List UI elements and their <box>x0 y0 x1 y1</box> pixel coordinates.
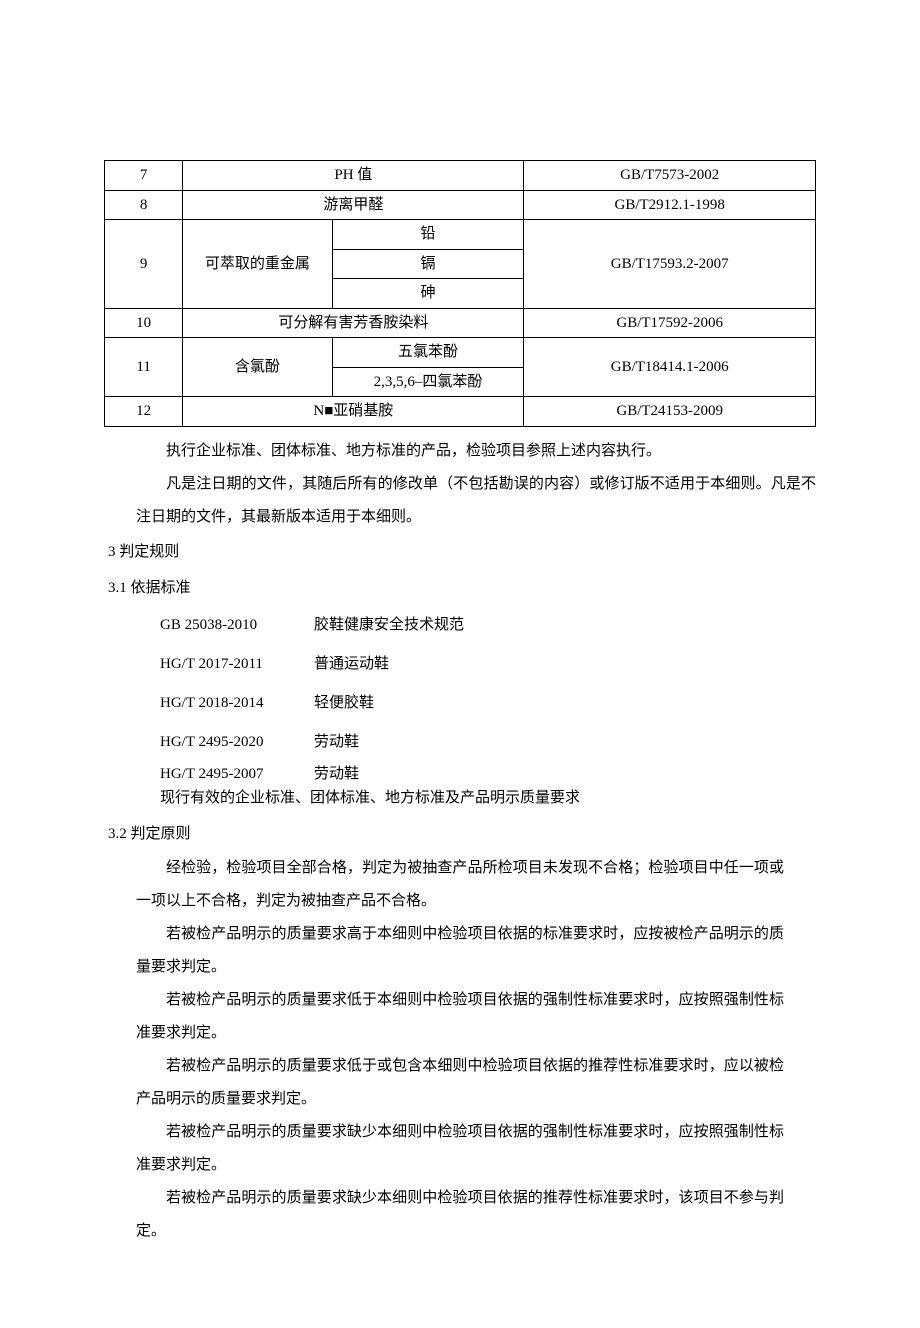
heading-3: 3 判定规则 <box>104 534 816 570</box>
table-row: 9 可萃取的重金属 铅 GB/T17593.2-2007 <box>105 220 816 250</box>
standard-code: GB 25038-2010 <box>160 606 290 645</box>
standard-name: 轻便胶鞋 <box>314 684 374 723</box>
paragraph-text: 凡是注日期的文件，其随后所有的修改单（不包括勘误的内容）或修订版不适用于本细则。… <box>136 476 816 525</box>
table-row: 12 N■亚硝基胺 GB/T24153-2009 <box>105 397 816 427</box>
table-row: 10 可分解有害芳香胺染料 GB/T17592-2006 <box>105 308 816 338</box>
paragraph: 若被检产品明示的质量要求缺少本细则中检验项目依据的强制性标准要求时，应按照强制性… <box>104 1116 816 1182</box>
standard-item: GB 25038-2010 胶鞋健康安全技术规范 <box>160 606 816 645</box>
standards-list: GB 25038-2010 胶鞋健康安全技术规范 HG/T 2017-2011 … <box>104 606 816 810</box>
paragraph: 执行企业标准、团体标准、地方标准的产品，检验项目参照上述内容执行。 <box>104 435 816 468</box>
paragraph: 若被检产品明示的质量要求低于或包含本细则中检验项目依据的推荐性标准要求时，应以被… <box>104 1050 816 1116</box>
cell-item-group: 可萃取的重金属 <box>183 220 332 309</box>
cell-subitem: 砷 <box>332 279 524 309</box>
standard-item: HG/T 2018-2014 轻便胶鞋 <box>160 684 816 723</box>
standard-item: HG/T 2495-2020 劳动鞋 <box>160 723 816 762</box>
cell-std: GB/T7573-2002 <box>524 161 816 191</box>
cell-idx: 12 <box>105 397 183 427</box>
standard-code: HG/T 2018-2014 <box>160 684 290 723</box>
cell-idx: 11 <box>105 338 183 397</box>
cell-idx: 9 <box>105 220 183 309</box>
standard-item: HG/T 2017-2011 普通运动鞋 <box>160 645 816 684</box>
paragraph: 若被检产品明示的质量要求高于本细则中检验项目依据的标准要求时，应按被检产品明示的… <box>104 918 816 984</box>
standard-name: 普通运动鞋 <box>314 645 389 684</box>
cell-std: GB/T17592-2006 <box>524 308 816 338</box>
paragraph: 凡是注日期的文件，其随后所有的修改单（不包括勘误的内容）或修订版不适用于本细则。… <box>104 468 816 534</box>
standard-name: 劳动鞋 <box>314 762 359 786</box>
cell-item-group: 含氯酚 <box>183 338 332 397</box>
cell-std: GB/T24153-2009 <box>524 397 816 427</box>
standard-name: 劳动鞋 <box>314 723 359 762</box>
standard-name: 胶鞋健康安全技术规范 <box>314 606 464 645</box>
cell-idx: 8 <box>105 190 183 220</box>
standard-item: HG/T 2495-2007 劳动鞋 <box>160 762 816 786</box>
cell-item: 可分解有害芳香胺染料 <box>183 308 524 338</box>
cell-std: GB/T17593.2-2007 <box>524 220 816 309</box>
cell-subitem: 五氯苯酚 <box>332 338 524 368</box>
paragraph: 若被检产品明示的质量要求低于本细则中检验项目依据的强制性标准要求时，应按照强制性… <box>104 984 816 1050</box>
cell-item: 游离甲醛 <box>183 190 524 220</box>
cell-subitem: 镉 <box>332 249 524 279</box>
cell-std: GB/T2912.1-1998 <box>524 190 816 220</box>
table-row: 11 含氯酚 五氯苯酚 GB/T18414.1-2006 <box>105 338 816 368</box>
cell-subitem: 2,3,5,6–四氯苯酚 <box>332 367 524 397</box>
table-row: 8 游离甲醛 GB/T2912.1-1998 <box>105 190 816 220</box>
cell-idx: 10 <box>105 308 183 338</box>
standard-code: HG/T 2495-2007 <box>160 762 290 786</box>
paragraph: 若被检产品明示的质量要求缺少本细则中检验项目依据的推荐性标准要求时，该项目不参与… <box>104 1182 816 1248</box>
cell-item: N■亚硝基胺 <box>183 397 524 427</box>
table-row: 7 PH 值 GB/T7573-2002 <box>105 161 816 191</box>
inspection-table: 7 PH 值 GB/T7573-2002 8 游离甲醛 GB/T2912.1-1… <box>104 160 816 427</box>
cell-idx: 7 <box>105 161 183 191</box>
cell-std: GB/T18414.1-2006 <box>524 338 816 397</box>
heading-3-2: 3.2 判定原则 <box>104 816 816 852</box>
cell-item: PH 值 <box>183 161 524 191</box>
paragraph: 经检验，检验项目全部合格，判定为被抽查产品所检项目未发现不合格；检验项目中任一项… <box>104 852 816 918</box>
cell-subitem: 铅 <box>332 220 524 250</box>
heading-3-1: 3.1 依据标准 <box>104 570 816 606</box>
standard-code: HG/T 2017-2011 <box>160 645 290 684</box>
standard-code: HG/T 2495-2020 <box>160 723 290 762</box>
standards-note: 现行有效的企业标准、团体标准、地方标准及产品明示质量要求 <box>160 786 816 810</box>
